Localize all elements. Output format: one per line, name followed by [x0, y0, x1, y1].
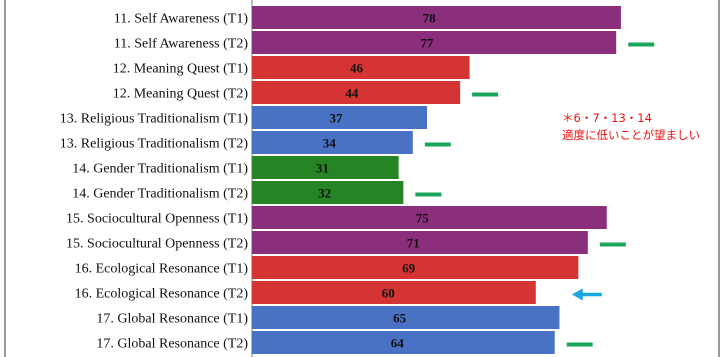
bar-13 [252, 306, 560, 329]
category-label-10: 15. Sociocultural Openness (T2) [66, 237, 248, 252]
annotation-line-1: ＊6・7・13・14 [562, 111, 652, 125]
bar-14 [252, 331, 555, 354]
bars-group [252, 6, 621, 354]
value-label-11: 69 [402, 261, 416, 276]
annotation-note: ＊6・7・13・14 適度に低いことが望ましい [562, 110, 700, 144]
value-label-9: 75 [416, 211, 430, 226]
arrow-left-marker [571, 288, 602, 301]
category-label-4: 12. Meaning Quest (T2) [113, 87, 249, 102]
bar-3 [252, 56, 470, 79]
category-labels-group: 11. Self Awareness (T1) 11. Self Awarenes… [60, 12, 249, 352]
category-label-7: 14. Gender Traditionalism (T1) [72, 162, 248, 177]
bar-5 [252, 106, 428, 129]
category-label-3: 12. Meaning Quest (T1) [113, 62, 249, 77]
value-label-10: 71 [407, 236, 420, 251]
category-label-14: 17. Global Resonance (T2) [96, 337, 248, 352]
bar-1 [252, 6, 621, 29]
category-label-6: 13. Religious Traditionalism (T2) [60, 137, 249, 152]
value-label-13: 65 [393, 311, 407, 326]
value-label-4: 44 [345, 86, 359, 101]
value-label-1: 78 [423, 11, 437, 26]
bar-2 [252, 31, 617, 54]
category-label-1: 11. Self Awareness (T1) [114, 12, 249, 27]
category-label-11: 16. Ecological Resonance (T1) [75, 262, 249, 277]
category-label-12: 16. Ecological Resonance (T2) [75, 287, 249, 302]
category-label-2: 11. Self Awareness (T2) [114, 37, 249, 52]
markers-group [415, 42, 655, 347]
value-label-6: 34 [323, 136, 337, 151]
bar-12 [252, 281, 536, 304]
bar-8 [252, 181, 404, 204]
value-label-12: 60 [382, 286, 395, 301]
value-label-2: 77 [420, 36, 434, 51]
value-label-14: 64 [391, 336, 405, 351]
category-label-9: 15. Sociocultural Openness (T1) [66, 212, 248, 227]
bar-9 [252, 206, 607, 229]
bar-10 [252, 231, 588, 254]
value-label-3: 46 [350, 61, 364, 76]
bar-7 [252, 156, 399, 179]
category-label-13: 17. Global Resonance (T1) [96, 312, 248, 327]
category-label-8: 14. Gender Traditionalism (T2) [72, 187, 248, 202]
bar-11 [252, 256, 579, 279]
value-label-5: 37 [330, 111, 344, 126]
annotation-line-2: 適度に低いことが望ましい [562, 128, 700, 142]
value-label-7: 31 [316, 161, 329, 176]
value-label-8: 32 [318, 186, 331, 201]
category-label-5: 13. Religious Traditionalism (T1) [60, 112, 249, 127]
bar-4 [252, 81, 461, 104]
bar-6 [252, 131, 413, 154]
